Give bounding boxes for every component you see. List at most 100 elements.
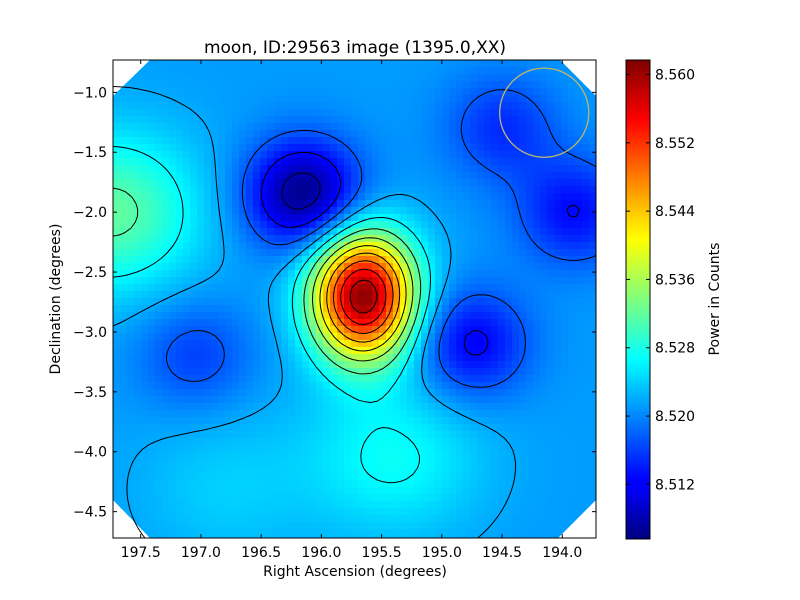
heatmap-cell [169,172,177,180]
heatmap-cell [428,130,436,138]
heatmap-cell [491,256,499,264]
heatmap-cell [267,389,275,397]
heatmap-cell [260,326,268,334]
heatmap-cell [442,347,450,355]
heatmap-cell [421,270,429,278]
heatmap-cell [330,67,338,75]
heatmap-cell [295,130,303,138]
heatmap-cell [498,102,506,110]
heatmap-cell [281,305,289,313]
heatmap-cell [337,445,345,453]
heatmap-cell [120,88,128,96]
heatmap-cell [533,95,541,103]
heatmap-cell [498,459,506,467]
heatmap-cell [302,459,310,467]
heatmap-cell [561,200,569,208]
heatmap-cell [218,200,226,208]
heatmap-cell [232,186,240,194]
heatmap-cell [267,347,275,355]
heatmap-cell [456,445,464,453]
heatmap-cell [512,326,520,334]
heatmap-cell [127,424,135,432]
heatmap-cell [351,480,359,488]
heatmap-cell [491,172,499,180]
heatmap-cell [372,508,380,516]
heatmap-cell [442,508,450,516]
heatmap-cell [127,235,135,243]
heatmap-cell [547,333,555,341]
heatmap-cell [547,228,555,236]
heatmap-cell [498,403,506,411]
heatmap-cell [463,417,471,425]
heatmap-cell [120,396,128,404]
y-tick-label: −1.0 [73,85,107,101]
heatmap-cell [351,487,359,495]
heatmap-cell [232,158,240,166]
heatmap-cell [232,67,240,75]
heatmap-cell [568,284,576,292]
heatmap-cell [547,214,555,222]
heatmap-cell [442,536,450,538]
heatmap-cell [316,508,324,516]
heatmap-cell [197,242,205,250]
heatmap-cell [379,179,387,187]
heatmap-cell [414,221,422,229]
heatmap-cell [379,207,387,215]
heatmap-cell [141,221,149,229]
heatmap-cell [568,445,576,453]
heatmap-cell [372,466,380,474]
heatmap-cell [169,165,177,173]
heatmap-cell [316,137,324,145]
heatmap-cell [148,473,156,481]
heatmap-cell [330,445,338,453]
heatmap-cell [267,382,275,390]
heatmap-cell [393,137,401,145]
heatmap-cell [211,466,219,474]
heatmap-cell [365,515,373,523]
heatmap-cell [568,277,576,285]
heatmap-cell [358,228,366,236]
heatmap-cell [547,235,555,243]
heatmap-cell [386,88,394,96]
heatmap-cell [561,263,569,271]
heatmap-cell [281,109,289,117]
heatmap-cell [386,130,394,138]
heatmap-cell [225,172,233,180]
heatmap-cell [400,144,408,152]
heatmap-cell [442,305,450,313]
heatmap-cell [148,347,156,355]
heatmap-cell [526,221,534,229]
heatmap-cell [260,256,268,264]
heatmap-cell [428,291,436,299]
heatmap-cell [386,487,394,495]
heatmap-cell [442,361,450,369]
heatmap-cell [386,340,394,348]
heatmap-cell [211,165,219,173]
heatmap-cell [162,291,170,299]
heatmap-cell [323,501,331,509]
heatmap-cell [323,438,331,446]
heatmap-cell [330,221,338,229]
heatmap-cell [302,67,310,75]
heatmap-cell [323,319,331,327]
heatmap-cell [155,494,163,502]
heatmap-cell [505,382,513,390]
heatmap-cell [120,424,128,432]
heatmap-cell [372,403,380,411]
heatmap-cell [400,333,408,341]
heatmap-cell [337,508,345,516]
heatmap-cell [519,438,527,446]
heatmap-cell [260,137,268,145]
heatmap-cell [267,536,275,538]
heatmap-cell [148,186,156,194]
heatmap-cell [589,144,596,152]
heatmap-cell [351,361,359,369]
heatmap-cell [421,186,429,194]
heatmap-cell [162,298,170,306]
heatmap-cell [589,312,596,320]
heatmap-cell [197,452,205,460]
colorbar-gradient [625,59,651,540]
heatmap-cell [435,375,443,383]
heatmap-cell [218,452,226,460]
heatmap-cell [190,263,198,271]
